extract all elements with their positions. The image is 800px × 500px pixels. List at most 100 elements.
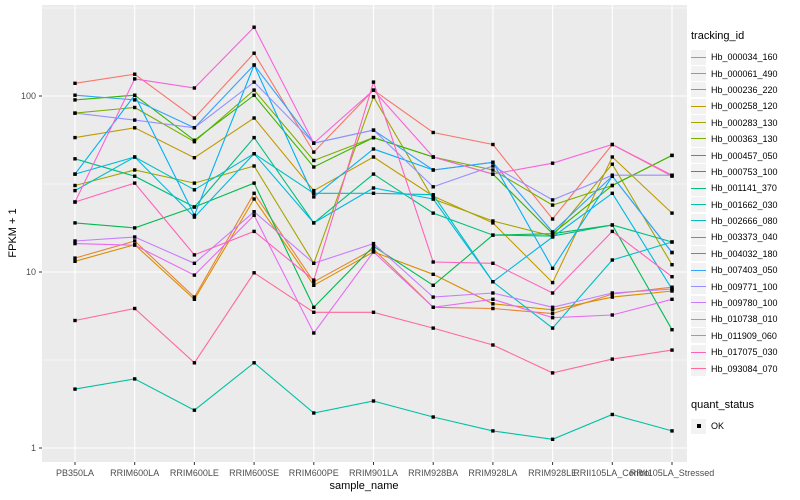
data-point	[133, 126, 137, 130]
data-point	[610, 183, 614, 188]
legend: tracking_id Hb_000034_160 Hb_000061_490 Hb…	[691, 30, 799, 434]
data-point	[550, 203, 555, 207]
data-point	[371, 80, 376, 84]
legend-key-swatch	[691, 246, 706, 262]
data-point	[252, 361, 256, 365]
data-point	[133, 77, 137, 81]
legend-key-swatch	[691, 180, 706, 196]
data-point	[550, 371, 555, 375]
legend-item-label: Hb_001141_370	[711, 183, 777, 194]
data-point	[312, 191, 316, 195]
data-point	[252, 88, 256, 92]
data-point	[73, 318, 77, 323]
data-point	[371, 147, 376, 151]
data-point	[610, 155, 614, 159]
legend-item-label: Hb_000283_130	[711, 117, 778, 128]
x-tick-label: RRIM928LA	[468, 468, 517, 478]
legend-item-label: Hb_009771_100	[711, 281, 778, 292]
data-point	[73, 93, 77, 97]
data-point	[312, 331, 316, 335]
data-point	[371, 186, 376, 190]
data-point	[192, 86, 197, 90]
x-axis-title: sample_name	[329, 480, 399, 492]
data-point	[252, 164, 256, 168]
data-point	[550, 311, 555, 316]
legend-item-label: Hb_000753_100	[711, 166, 778, 177]
data-point	[73, 200, 77, 204]
legend-item-Hb_000363_130: Hb_000363_130	[691, 131, 799, 147]
data-point	[192, 213, 197, 217]
data-point	[431, 211, 435, 215]
data-point	[431, 272, 435, 276]
data-point	[491, 429, 495, 433]
data-point	[670, 289, 674, 293]
legend-item-Hb_010738_010: Hb_010738_010	[691, 311, 799, 327]
data-point	[192, 253, 197, 257]
x-tick-label: RRIM928LE	[528, 468, 577, 478]
data-point	[73, 256, 77, 260]
data-point	[133, 239, 137, 243]
data-point	[550, 280, 555, 285]
data-point	[312, 283, 316, 287]
legend-item-Hb_000236_220: Hb_000236_220	[691, 82, 799, 98]
legend-item-Hb_017075_030: Hb_017075_030	[691, 344, 799, 360]
data-point	[312, 261, 316, 265]
data-point	[371, 399, 376, 403]
data-point	[491, 291, 495, 295]
data-point	[312, 150, 316, 154]
legend-key-point	[691, 418, 706, 434]
data-point	[252, 80, 256, 84]
data-point	[192, 181, 197, 185]
legend-item-Hb_003373_040: Hb_003373_040	[691, 229, 799, 245]
data-point	[670, 287, 674, 291]
data-point	[610, 412, 614, 417]
data-point	[491, 280, 495, 284]
legend-item-label: Hb_009780_100	[711, 298, 778, 309]
axes: 1 10 100 PB350LA RRIM600LA RRIM600LE RRIM600SE…	[21, 91, 714, 478]
legend-item-label: Hb_004032_180	[711, 248, 778, 259]
legend-item-Hb_007403_050: Hb_007403_050	[691, 262, 799, 278]
data-point	[252, 213, 256, 217]
data-point	[670, 429, 674, 433]
x-tick-label: RRIM600LE	[170, 468, 219, 478]
legend-item-Hb_000034_160: Hb_000034_160	[691, 49, 799, 65]
legend-item-Hb_004032_180: Hb_004032_180	[691, 246, 799, 262]
data-point	[192, 188, 197, 192]
data-point	[610, 258, 614, 262]
data-point	[192, 297, 197, 301]
data-point	[550, 217, 555, 221]
data-point	[371, 310, 376, 314]
data-point	[371, 135, 376, 140]
data-point	[252, 25, 256, 29]
data-point	[192, 205, 197, 209]
data-point	[73, 183, 77, 188]
legend-items-quant-status: OK	[691, 418, 799, 434]
data-point	[192, 408, 197, 412]
legend-item-label: Hb_007403_050	[711, 265, 778, 276]
data-point	[192, 138, 197, 142]
legend-key-swatch	[691, 98, 706, 114]
legend-item-Hb_001141_370: Hb_001141_370	[691, 180, 799, 196]
y-tick-label: 10	[26, 267, 36, 277]
data-point	[670, 250, 674, 255]
data-point	[252, 116, 256, 120]
data-point	[133, 174, 137, 178]
data-point	[431, 197, 435, 201]
y-tick-label: 1	[31, 443, 36, 453]
legend-item-label: OK	[711, 421, 725, 431]
legend-key-swatch	[691, 344, 706, 360]
data-point	[431, 260, 435, 264]
data-point	[312, 195, 316, 199]
legend-item-label: Hb_010738_010	[711, 314, 778, 325]
data-point	[73, 239, 77, 243]
x-tick-label: RRIM600LA	[110, 468, 159, 478]
data-point	[491, 164, 495, 168]
data-point	[312, 221, 316, 225]
data-point	[550, 232, 555, 236]
legend-key-swatch	[691, 262, 706, 278]
data-point	[133, 105, 137, 110]
data-point	[133, 226, 137, 230]
data-point	[371, 172, 376, 176]
data-point	[192, 116, 197, 120]
data-point	[431, 185, 435, 189]
